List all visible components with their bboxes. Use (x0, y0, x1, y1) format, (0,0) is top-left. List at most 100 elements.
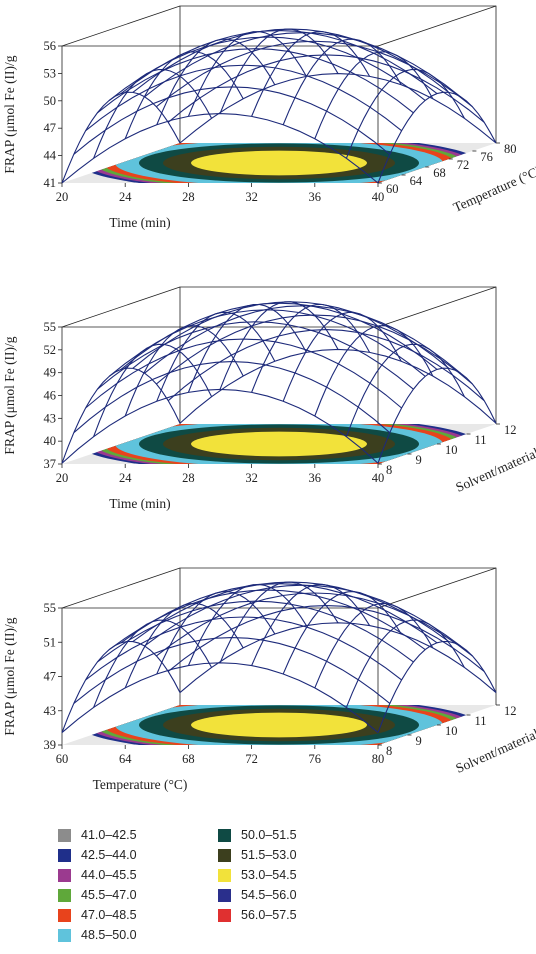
z-axis-label: FRAP (μmol Fe (II)/g (2, 55, 17, 173)
z-tick-label: 39 (44, 738, 57, 752)
x-tick-label: 64 (119, 752, 132, 766)
z-tick-label: 46 (44, 389, 57, 403)
legend-swatch (218, 888, 231, 902)
mesh-line-v-1 (73, 361, 391, 434)
contour-band-8 (191, 431, 367, 457)
mesh-line-v-10 (179, 73, 497, 144)
x-tick-label: 36 (309, 190, 322, 204)
contour-floor (62, 424, 496, 464)
surface-mesh (61, 28, 497, 184)
mesh-line-v-5 (120, 302, 438, 370)
box-top-left (61, 5, 181, 47)
z-tick-label: 53 (44, 66, 57, 80)
x-axis-label: Temperature (°C) (93, 777, 188, 792)
mesh-line-v-7 (144, 305, 461, 374)
legend-swatch (58, 848, 71, 862)
mesh-line-u-2 (124, 325, 244, 417)
x-tick-label: 20 (56, 471, 69, 485)
y-tick-label: 8 (386, 463, 392, 477)
box-top-left (61, 567, 181, 609)
box-top-left (61, 286, 181, 328)
y-tick-label: 72 (457, 158, 470, 172)
legend-label: 56.0–57.5 (241, 908, 297, 922)
y-tick-label: 64 (410, 174, 423, 188)
z-tick-label: 55 (44, 601, 57, 615)
mesh-line-v-6 (132, 301, 450, 369)
legend-entry: 48.5–50.0 (58, 926, 137, 944)
legend-label: 41.0–42.5 (81, 828, 137, 842)
legend-swatch (58, 828, 71, 842)
legend-swatch (58, 908, 71, 922)
x-tick-label: 20 (56, 190, 69, 204)
legend-entry: 54.5–56.0 (218, 886, 297, 904)
legend: 41.0–42.5 42.5–44.0 44.0–45.5 45.5–47.0 47.0… (58, 826, 518, 950)
box-top-right (377, 567, 497, 609)
z-tick-label: 47 (44, 670, 57, 684)
mesh-line-v-3 (97, 321, 414, 390)
legend-entry: 51.5–53.0 (218, 846, 297, 864)
x-tick-label: 76 (309, 752, 322, 766)
x-tick-label: 24 (119, 471, 132, 485)
legend-entry: 53.0–54.5 (218, 866, 297, 884)
box-back (179, 5, 497, 143)
x-tick-label: 80 (372, 752, 385, 766)
y-tick-label: 10 (445, 724, 458, 738)
mesh-line-u-9 (345, 69, 465, 159)
z-tick-label: 47 (44, 121, 57, 135)
z-axis-label: FRAP (μmol Fe (II)/g (2, 336, 17, 454)
z-tick-label: 43 (44, 411, 57, 425)
y-axis-label: Solvent/material (453, 726, 536, 776)
x-tick-label: 24 (119, 190, 132, 204)
x-axis-label: Time (min) (109, 215, 170, 230)
mesh-line-u-6 (251, 583, 371, 666)
mesh-line-v-6 (132, 581, 450, 643)
y-tick-label: 9 (416, 734, 422, 748)
x-tick-label: 28 (182, 190, 195, 204)
mesh-line-u-10 (377, 367, 497, 464)
mesh-line-v-9 (167, 54, 485, 123)
box-top-right (377, 286, 497, 328)
mesh-line-v-10 (179, 348, 497, 424)
legend-label: 45.5–47.0 (81, 888, 137, 902)
mesh-line-v-3 (97, 48, 414, 114)
legend-entry: 45.5–47.0 (58, 886, 137, 904)
x-tick-label: 72 (245, 752, 258, 766)
mesh-line-v-6 (132, 28, 450, 93)
z-tick-label: 51 (44, 635, 57, 649)
mesh-line-v-8 (156, 40, 473, 108)
legend-entry: 41.0–42.5 (58, 826, 137, 844)
z-tick-label: 52 (44, 343, 57, 357)
legend-swatch (58, 868, 71, 882)
legend-label: 50.0–51.5 (241, 828, 297, 842)
contour-floor (62, 705, 496, 745)
y-tick-label: 60 (386, 182, 399, 196)
z-tick-label: 44 (44, 149, 57, 163)
mesh-line-v-9 (167, 329, 485, 402)
box-front (61, 45, 379, 183)
y-tick-label: 11 (475, 433, 487, 447)
legend-label: 54.5–56.0 (241, 888, 297, 902)
z-tick-label: 49 (44, 366, 57, 380)
x-tick-label: 28 (182, 471, 195, 485)
surface-mesh (61, 301, 497, 464)
box-back (179, 286, 497, 424)
legend-label: 44.0–45.5 (81, 868, 137, 882)
z-tick-label: 50 (44, 94, 57, 108)
legend-label: 51.5–53.0 (241, 848, 297, 862)
y-tick-label: 12 (504, 423, 517, 437)
x-tick-label: 60 (56, 752, 69, 766)
z-tick-label: 41 (44, 176, 57, 190)
mesh-line-u-2 (124, 51, 244, 139)
z-tick-label: 40 (44, 434, 57, 448)
z-tick-label: 43 (44, 704, 57, 718)
x-axis-label: Time (min) (109, 496, 170, 511)
mesh-line-u-9 (345, 619, 465, 708)
contour-band-8 (191, 150, 367, 176)
mesh-line-v-7 (144, 584, 461, 647)
z-tick-label: 56 (44, 39, 57, 53)
mesh-line-v-10 (179, 622, 497, 694)
mesh-line-v-7 (144, 32, 461, 98)
legend-swatch (218, 868, 231, 882)
legend-swatch (218, 848, 231, 862)
legend-swatch (218, 828, 231, 842)
